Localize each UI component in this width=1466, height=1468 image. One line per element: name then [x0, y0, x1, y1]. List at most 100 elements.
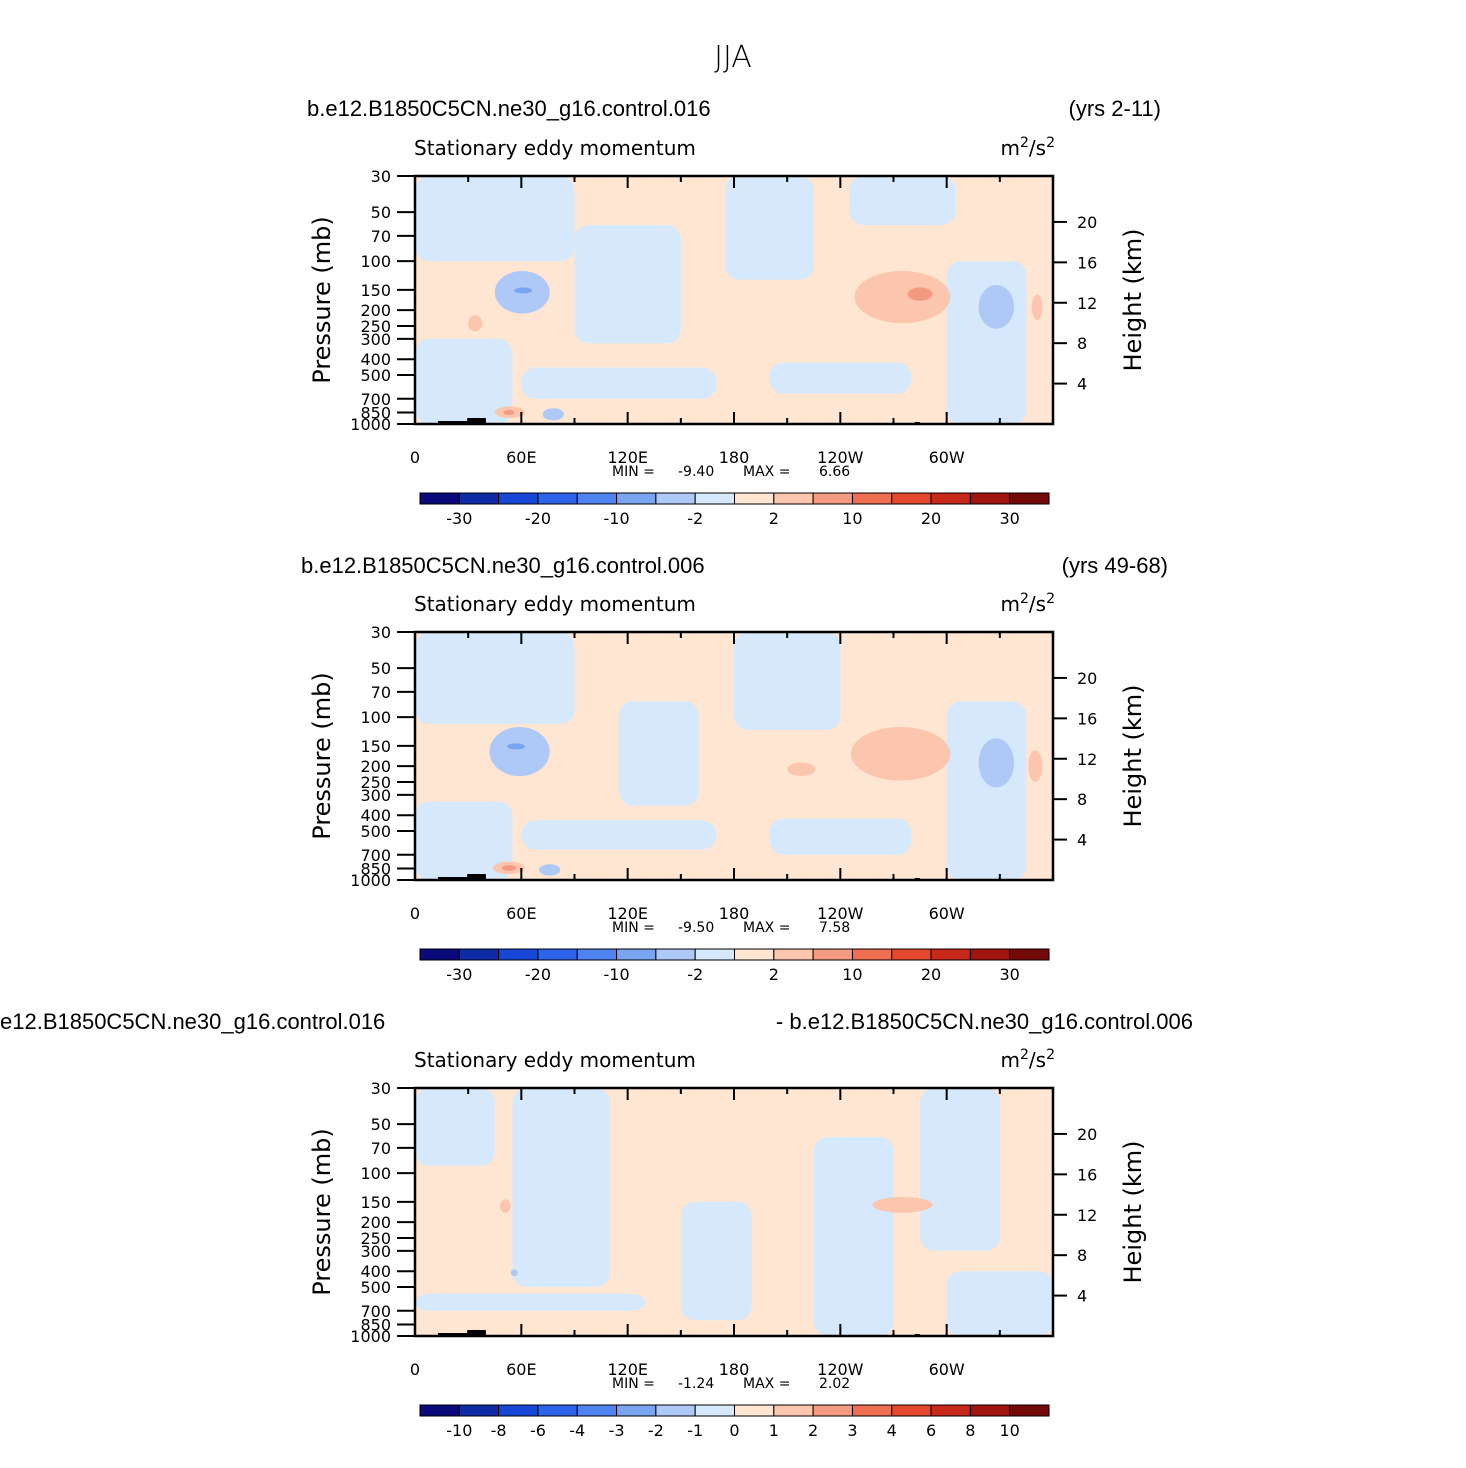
y-tick-label: 30 — [371, 167, 391, 186]
contour-region — [415, 1293, 646, 1311]
y2-tick-label: 20 — [1077, 669, 1097, 688]
colorbar-box — [812, 492, 853, 505]
contour-region — [1028, 750, 1043, 782]
contour-region — [872, 1196, 933, 1213]
contour-region — [946, 701, 1027, 880]
colorbar-label: 8 — [965, 1421, 975, 1440]
contour-region — [725, 176, 814, 280]
contour-region — [618, 701, 699, 806]
y-tick-label: 1000 — [350, 415, 391, 434]
topography — [468, 1330, 486, 1336]
contour-region — [539, 864, 561, 876]
colorbar-label: -30 — [446, 509, 472, 528]
colorbar-box — [655, 1404, 696, 1417]
contour-region — [512, 1088, 610, 1287]
x-tick-label: 180 — [719, 1360, 750, 1379]
colorbar-label: -1 — [687, 1421, 703, 1440]
contour-region — [574, 225, 681, 344]
y-tick-label: 850 — [360, 404, 391, 423]
contour-layer — [415, 632, 1043, 880]
y-tick-label: 100 — [360, 708, 391, 727]
colorbar-box — [498, 1404, 539, 1417]
colorbar-box — [458, 492, 500, 505]
colorbar-label: 20 — [921, 965, 941, 984]
y-tick-label: 70 — [371, 683, 391, 702]
topography — [438, 1333, 486, 1336]
x-tick-label: 0 — [410, 904, 420, 923]
panel-units: m2/s2 — [1001, 591, 1056, 616]
colorbar-label: -20 — [525, 965, 551, 984]
units-part: m — [1001, 592, 1020, 616]
y2-tick-label: 4 — [1077, 831, 1087, 850]
x-tick-label: 60W — [929, 448, 965, 467]
contour-region — [769, 362, 912, 394]
min-value: -9.50 — [678, 920, 714, 936]
y-tick-label: 30 — [371, 623, 391, 642]
x-tick-label: 0 — [410, 1360, 420, 1379]
y2-tick-label: 16 — [1077, 1165, 1097, 1184]
panel-units: m2/s2 — [1001, 135, 1056, 160]
colorbar-label: 30 — [1000, 965, 1020, 984]
panel-2: b.e12.B1850C5CN.ne30_g16.control.006 (yrs… — [301, 553, 1168, 984]
panel-right-title: - b.e12.B1850C5CN.ne30_g16.control.006 — [776, 1009, 1193, 1034]
contour-region — [854, 271, 951, 324]
contour-region — [1031, 294, 1043, 321]
y-axis-label: Pressure (mb) — [308, 672, 336, 839]
x-tick-label: 0 — [410, 448, 420, 467]
contour-region — [415, 338, 513, 424]
units-part: 2 — [1046, 591, 1055, 607]
colorbar-box — [419, 1404, 460, 1417]
units-part: 2 — [1020, 1047, 1029, 1063]
y-tick-label: 500 — [360, 822, 391, 841]
contour-region — [514, 287, 532, 294]
colorbar-label: -8 — [491, 1421, 507, 1440]
colorbar-box — [537, 948, 578, 961]
colorbar-box — [498, 492, 539, 505]
contour-region — [507, 743, 525, 750]
colorbar-label: 3 — [847, 1421, 857, 1440]
contour-region — [946, 261, 1027, 424]
y2-tick-label: 20 — [1077, 213, 1097, 232]
contour-region — [489, 727, 550, 777]
y-tick-label: 250 — [360, 1229, 391, 1248]
x-tick-label: 60E — [506, 448, 536, 467]
panel-right-title: (yrs 49-68) — [1062, 553, 1168, 578]
contour-region — [415, 176, 575, 262]
contour-region — [521, 820, 717, 850]
contour-region — [500, 1199, 511, 1213]
figure-title: JJA — [714, 40, 752, 75]
topography — [438, 421, 486, 424]
contour-region — [503, 409, 515, 415]
y-tick-label: 150 — [360, 1193, 391, 1212]
min-label: MIN = — [612, 920, 655, 936]
colorbar-box — [930, 948, 971, 961]
colorbar-box — [851, 948, 893, 961]
y-tick-label: 250 — [360, 317, 391, 336]
panel-subtitle: Stationary eddy momentum — [414, 592, 696, 616]
colorbar-label: 20 — [921, 509, 941, 528]
contour-region — [501, 865, 517, 871]
y-tick-label: 700 — [360, 846, 391, 865]
colorbar-label: 10 — [842, 965, 862, 984]
min-value: -1.24 — [678, 1376, 714, 1392]
contour-region — [510, 1269, 518, 1277]
contour-region — [680, 1201, 752, 1321]
max-value: 6.66 — [819, 464, 850, 480]
colorbar-box — [655, 948, 696, 961]
colorbar-box — [969, 492, 1011, 505]
x-tick-label: 60E — [506, 1360, 536, 1379]
panel-units: m2/s2 — [1001, 1047, 1056, 1072]
contour-region — [769, 818, 912, 855]
colorbar-label: 2 — [769, 965, 779, 984]
y-tick-label: 200 — [360, 301, 391, 320]
y2-tick-label: 8 — [1077, 334, 1087, 353]
y-tick-label: 850 — [360, 1316, 391, 1335]
y-tick-label: 200 — [360, 757, 391, 776]
colorbar-box — [458, 948, 500, 961]
topography — [468, 874, 486, 880]
x-tick-label: 120W — [817, 1360, 864, 1379]
colorbar-label: -2 — [687, 965, 703, 984]
colorbar-label: -20 — [525, 509, 551, 528]
contour-region — [734, 632, 841, 731]
